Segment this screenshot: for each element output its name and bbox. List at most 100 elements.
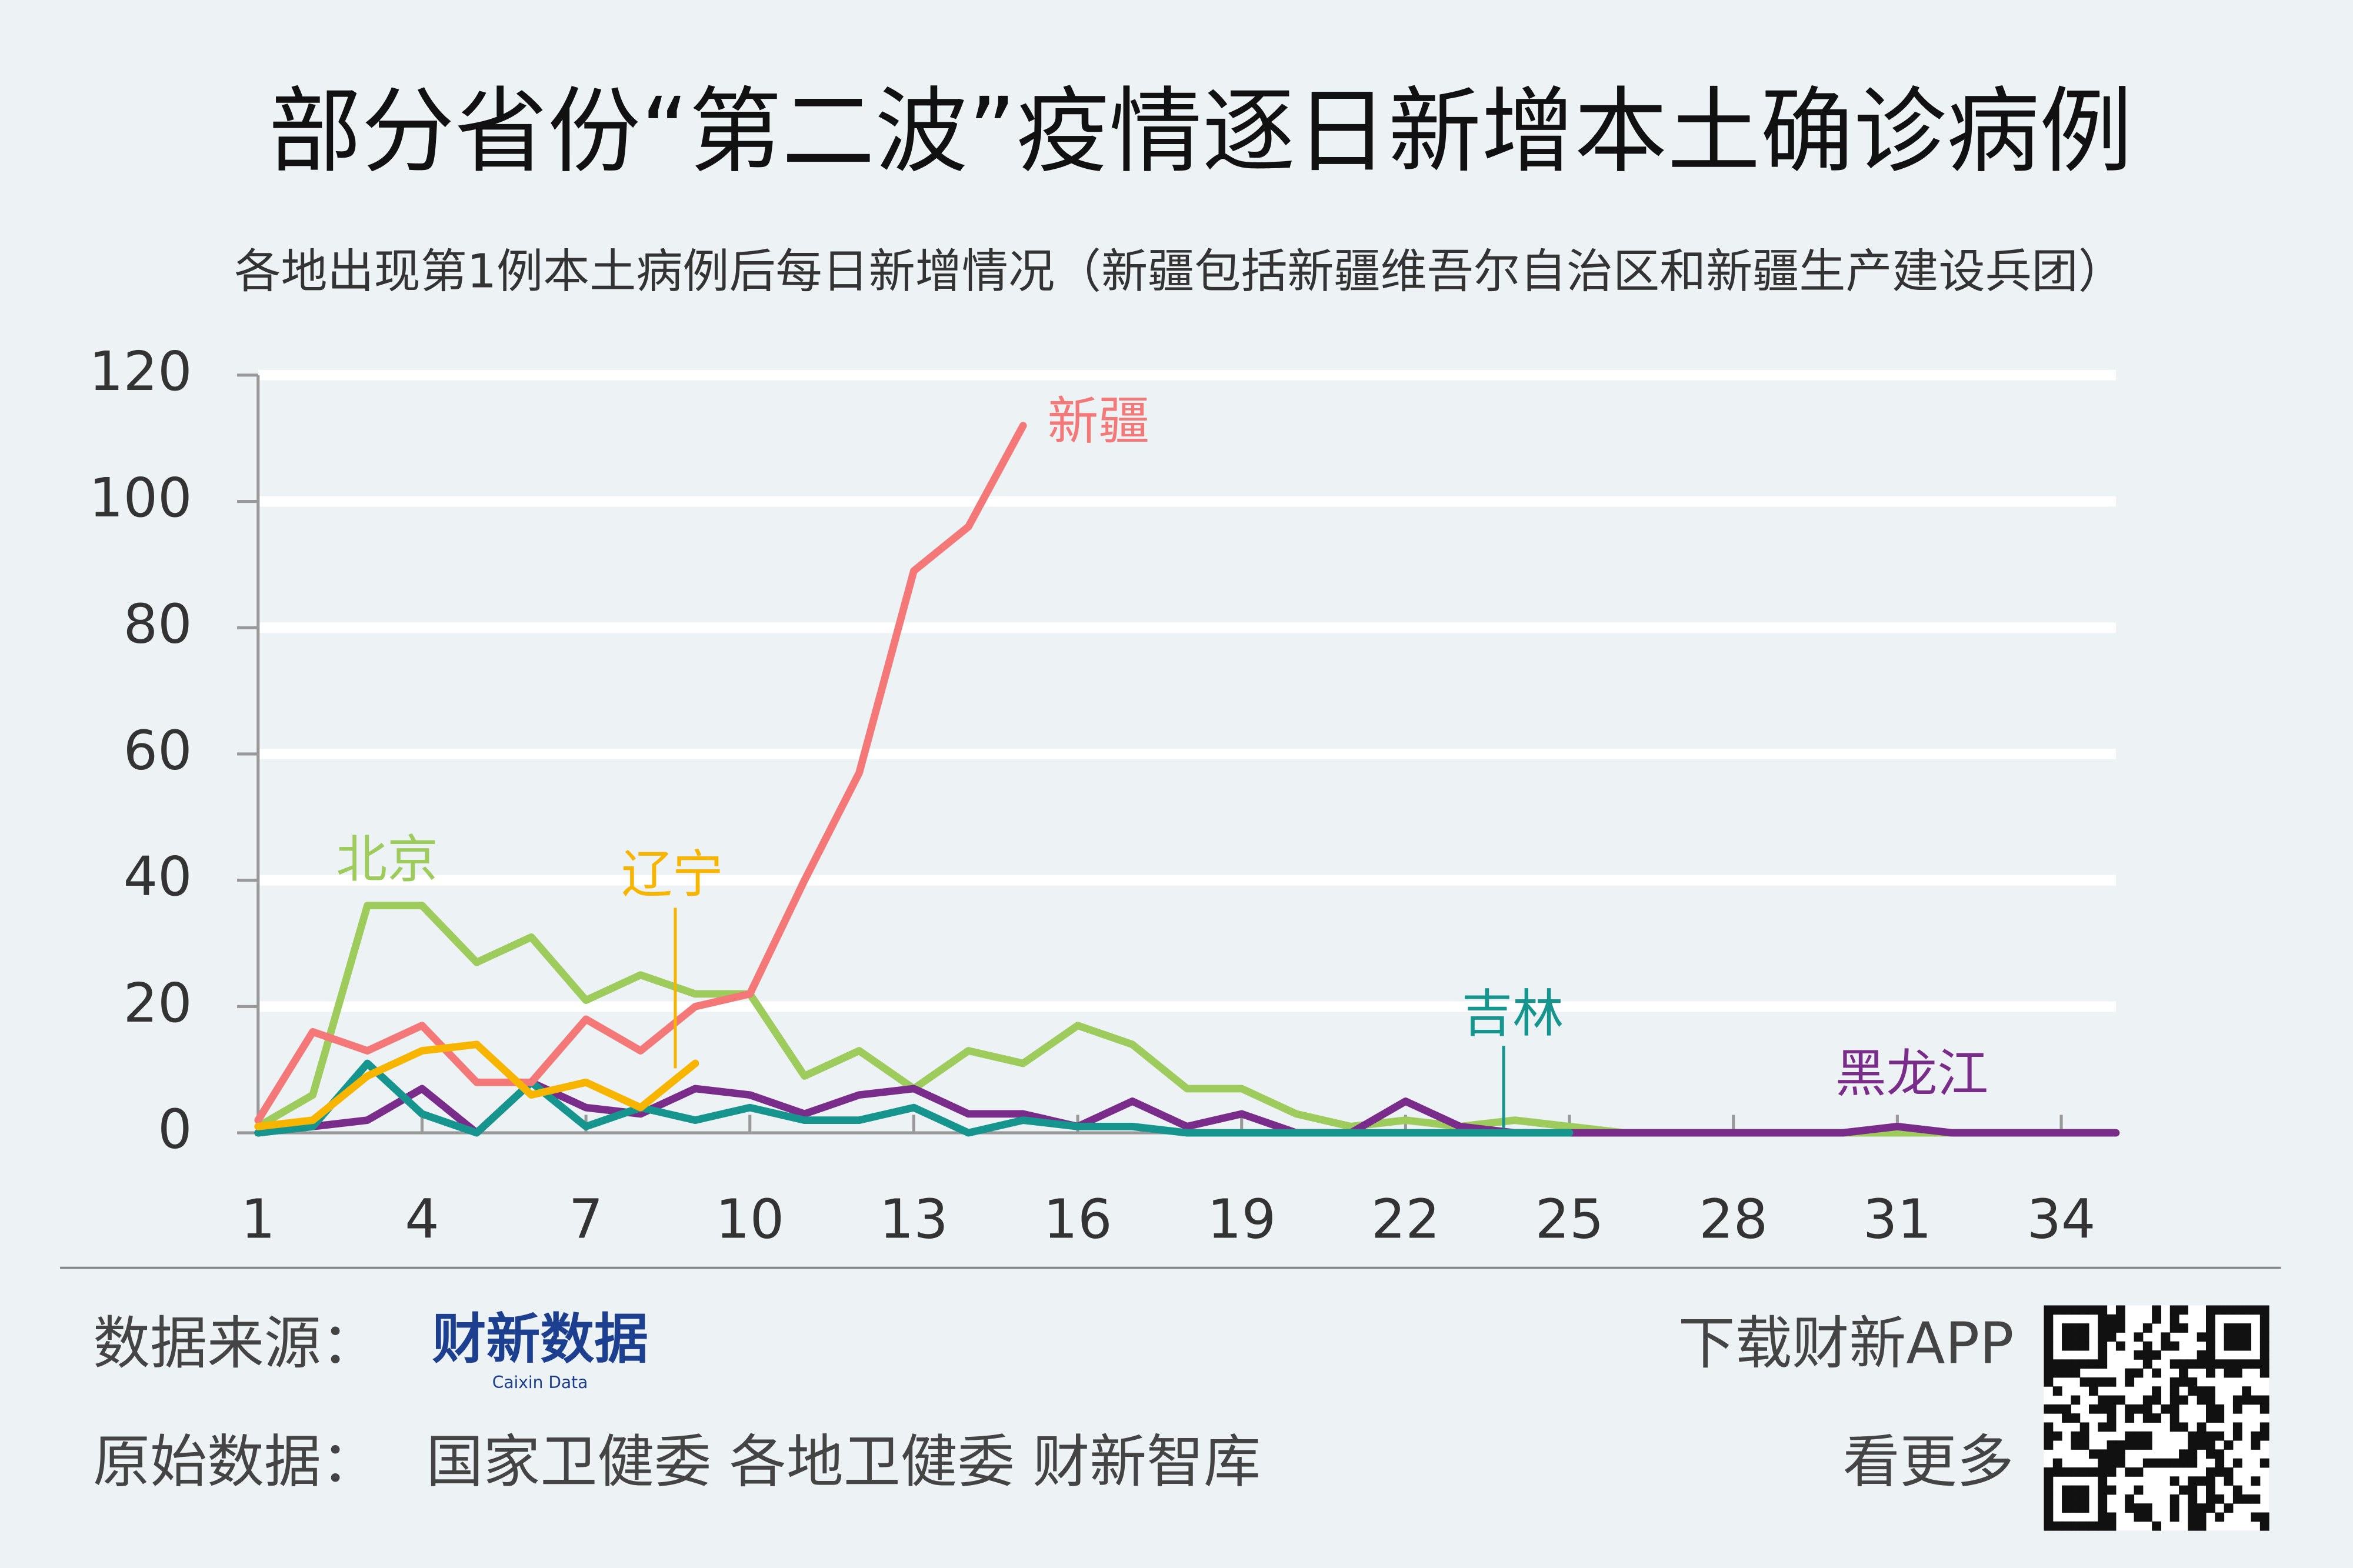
qr-cell [2044,1323,2054,1333]
qr-cell [2179,1377,2188,1387]
qr-cell [2142,1512,2152,1522]
qr-cell [2089,1467,2098,1477]
qr-cell [2044,1305,2054,1315]
qr-cell [2062,1368,2071,1378]
qr-cell [2071,1467,2081,1477]
qr-cell [2232,1494,2242,1504]
source-label: 数据来源： [93,1310,378,1376]
qr-cell [2206,1395,2215,1405]
qr-cell [2251,1395,2261,1405]
qr-cell [2134,1503,2144,1513]
qr-cell [2071,1503,2081,1513]
x-tick-label: 31 [1863,1188,1932,1251]
qr-cell [2142,1323,2152,1333]
qr-cell [2188,1521,2198,1531]
qr-cell [2232,1458,2242,1468]
qr-cell [2152,1314,2161,1324]
qr-cell [2125,1404,2135,1414]
qr-cell [2052,1386,2062,1396]
qr-cell [2098,1323,2108,1333]
qr-cell [2098,1494,2108,1504]
qr-cell [2125,1413,2135,1423]
x-tick-label: 1 [241,1188,275,1251]
qr-cell [2044,1359,2054,1369]
qr-cell [2152,1521,2161,1531]
qr-cell [2142,1341,2152,1351]
qr-cell [2169,1422,2179,1432]
qr-cell [2206,1323,2215,1333]
qr-cell [2089,1377,2098,1387]
qr-cell [2062,1323,2071,1333]
qr-cell [2071,1341,2081,1351]
qr-cell [2206,1494,2215,1504]
qr-cell [2232,1368,2242,1378]
qr-cell [2079,1521,2089,1531]
qr-cell [2125,1368,2135,1378]
qr-cell [2142,1440,2152,1450]
qr-cell [2206,1467,2215,1477]
chart-subtitle: 各地出现第1例本土病例后每日新增情况（新疆包括新疆维吾尔自治区和新疆生产建设兵团… [234,244,2124,298]
qr-cell [2089,1305,2098,1315]
qr-cell [2044,1332,2054,1342]
qr-cell [2142,1395,2152,1405]
qr-cell [2259,1359,2269,1369]
qr-cell [2259,1404,2269,1414]
qr-cell [2079,1485,2089,1495]
qr-cell [2169,1503,2179,1513]
qr-cell [2052,1368,2062,1378]
qr-cell [2134,1404,2144,1414]
series-label: 黑龙江 [1835,1045,1988,1104]
qr-cell [2125,1467,2135,1477]
qr-cell [2206,1449,2215,1459]
qr-cell [2169,1341,2179,1351]
qr-cell [2242,1494,2252,1504]
x-tick-label: 7 [569,1188,603,1251]
qr-cell [2242,1323,2252,1333]
qr-cell [2197,1512,2207,1522]
qr-cell [2188,1503,2198,1513]
qr-cell [2079,1440,2089,1450]
x-tick-label: 28 [1699,1188,1768,1251]
qr-cell [2079,1422,2089,1432]
qr-cell [2224,1305,2234,1315]
qr-cell [2206,1485,2215,1495]
qr-cell [2232,1359,2242,1369]
raw-label: 原始数据： [93,1429,378,1495]
qr-cell [2188,1485,2198,1495]
qr-cell [2052,1305,2062,1315]
qr-cell [2089,1386,2098,1396]
series-label: 北京 [336,830,438,889]
qr-cell [2062,1503,2071,1513]
qr-cell [2169,1395,2179,1405]
qr-cell [2098,1332,2108,1342]
qr-cell [2224,1341,2234,1351]
qr-cell [2179,1323,2188,1333]
qr-cell [2044,1431,2054,1441]
qr-cell [2134,1467,2144,1477]
qr-cell [2071,1413,2081,1423]
qr-cell [2098,1521,2108,1531]
qr-cell [2232,1332,2242,1342]
qr-cell [2188,1431,2198,1441]
qr-cell [2206,1350,2215,1360]
qr-cell [2161,1341,2171,1351]
qr-cell [2044,1503,2054,1513]
qr-cell [2062,1305,2071,1315]
qr-cell [2098,1305,2108,1315]
y-tick-label: 120 [89,340,192,403]
qr-cell [2134,1332,2144,1342]
qr-cell [2179,1458,2188,1468]
qr-cell [2115,1395,2125,1405]
qr-cell [2098,1341,2108,1351]
qr-cell [2134,1368,2144,1378]
qr-cell [2079,1503,2089,1513]
qr-cell [2259,1314,2269,1324]
qr-cell [2197,1359,2207,1369]
qr-cell [2079,1377,2089,1387]
qr-cell [2098,1512,2108,1522]
qr-cell [2224,1503,2234,1513]
qr-cell [2142,1350,2152,1360]
qr-cell [2142,1431,2152,1441]
qr-cell [2044,1440,2054,1450]
